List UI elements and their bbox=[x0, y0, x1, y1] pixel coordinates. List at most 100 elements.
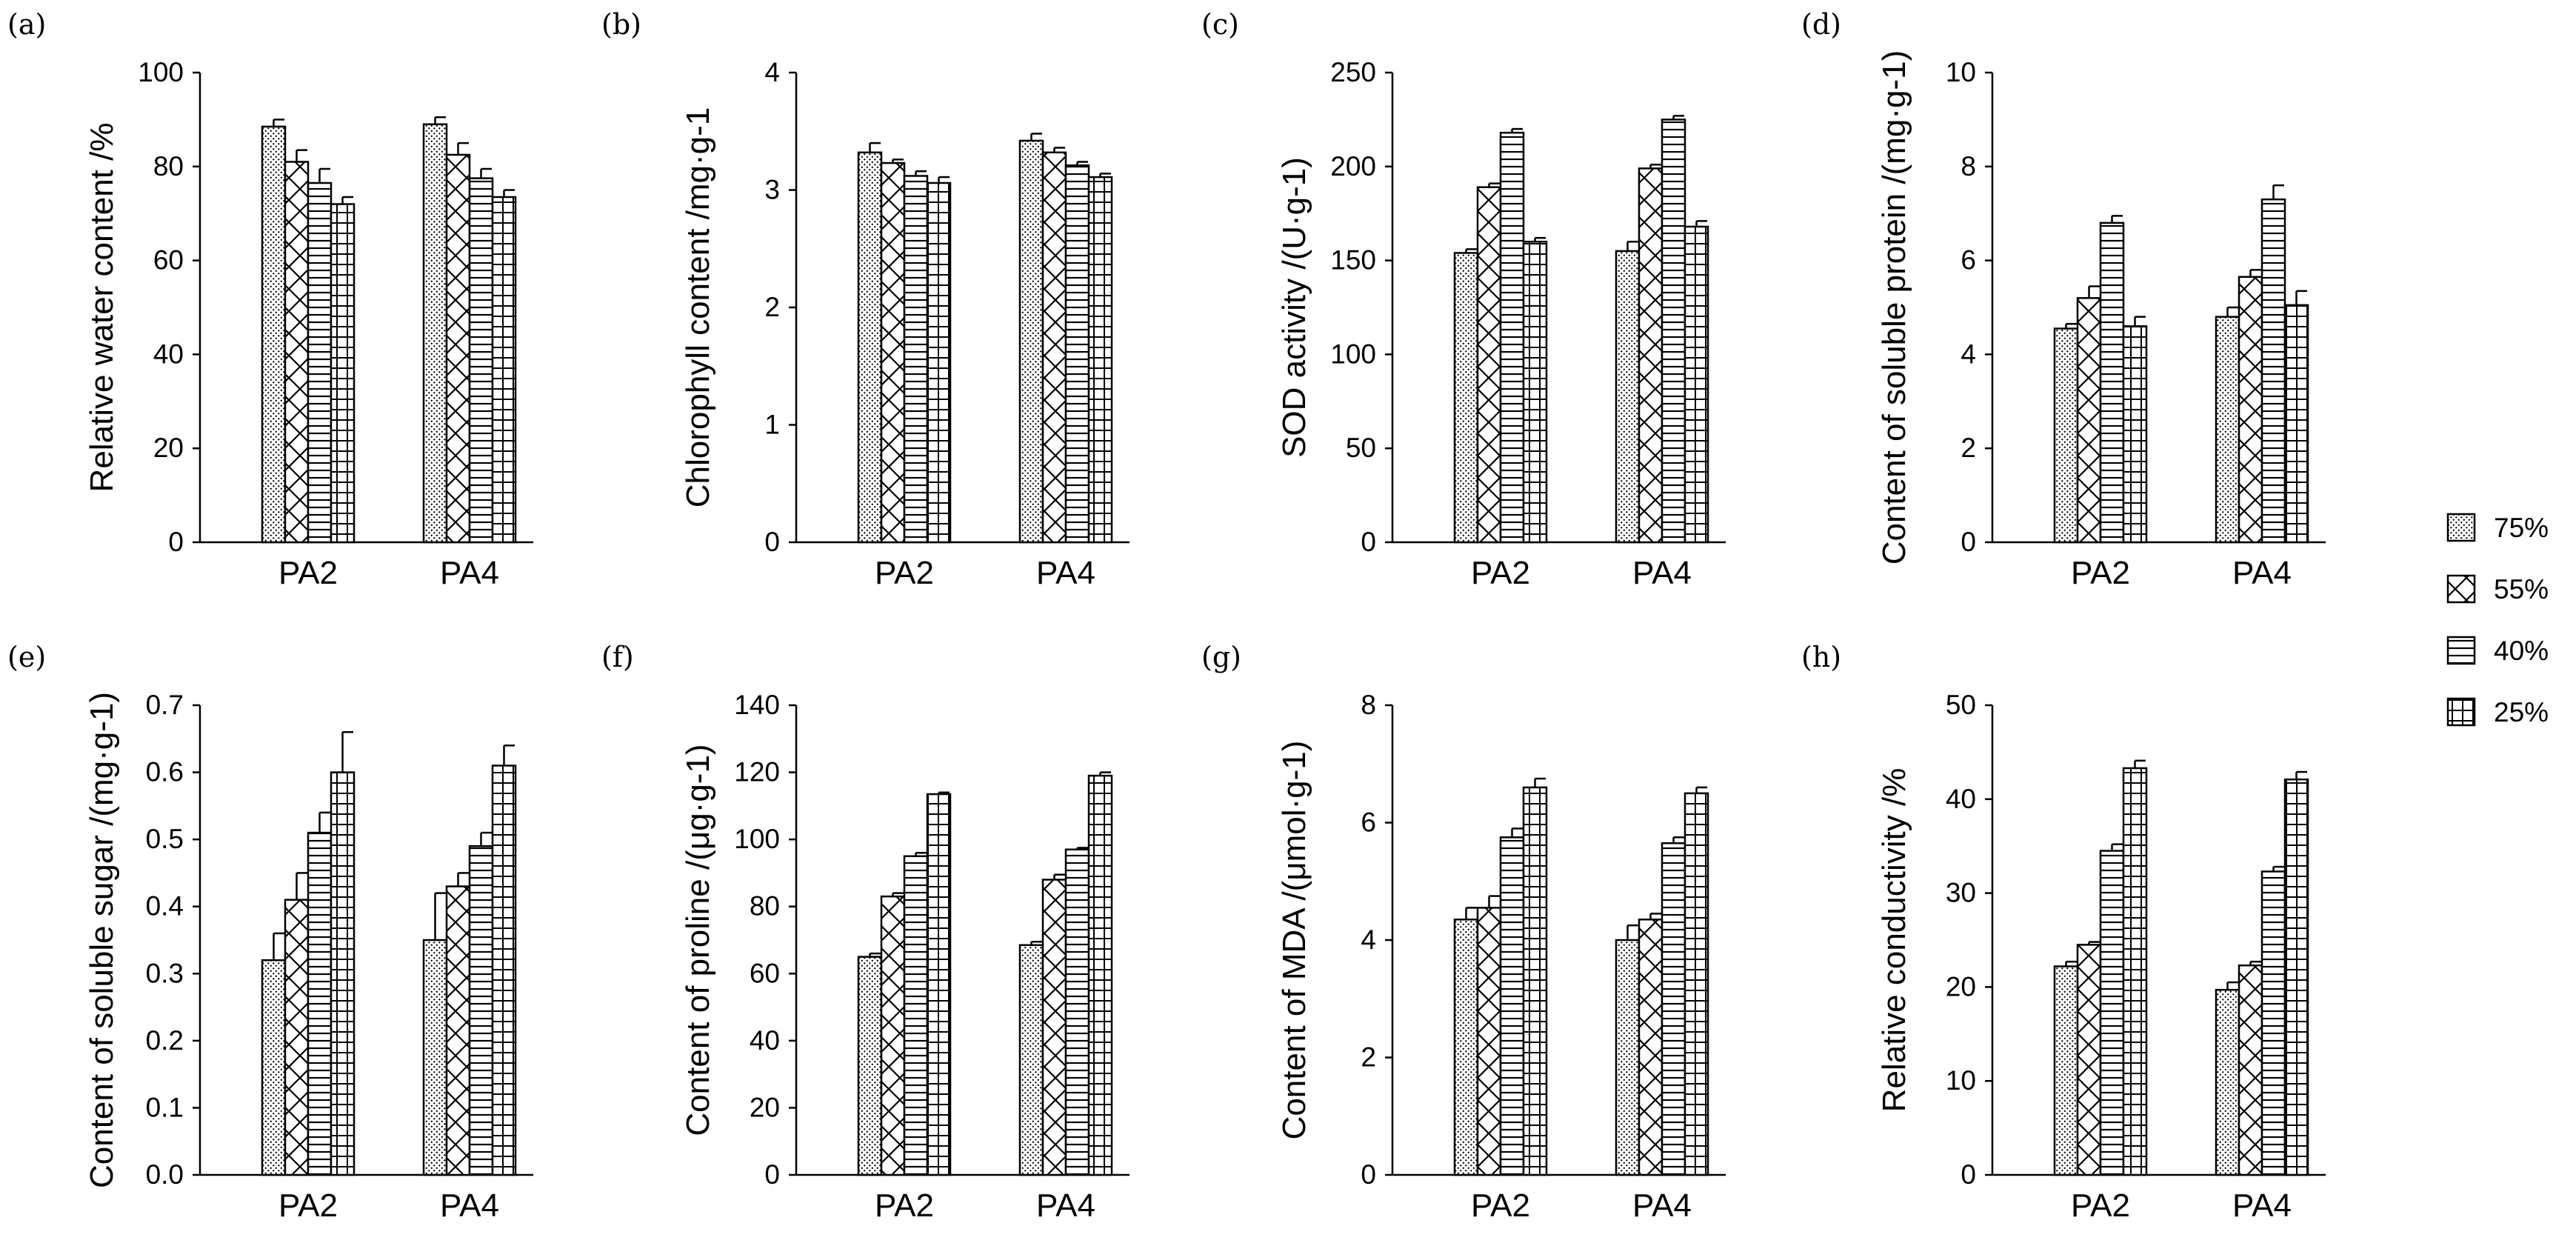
x-category-label: PA2 bbox=[2071, 555, 2130, 591]
chart-panel-d: (d) 0 2 4 6 8 10 Content of soluble protein /(m… bbox=[1801, 8, 2326, 591]
y-tick-label: 80 bbox=[750, 891, 780, 922]
chart-panel-a: (a) 0 20 40 60 80 100 Relative water content /%… bbox=[7, 8, 533, 591]
x-category-label: PA2 bbox=[875, 1187, 934, 1224]
bar-PA2-25% bbox=[926, 181, 952, 544]
bar-PA2-25% bbox=[926, 793, 952, 1176]
y-tick-label: 40 bbox=[1946, 784, 1976, 814]
bar-PA4-40% bbox=[1064, 848, 1090, 1176]
chart-panel-f: (f) 0 20 40 60 80 100 120 140 Content of proline … bbox=[601, 641, 1129, 1224]
bar-PA2-75% bbox=[2053, 327, 2079, 544]
x-category-label: PA4 bbox=[440, 1187, 499, 1224]
bar-PA4-75% bbox=[422, 123, 448, 544]
y-tick-label: 0.1 bbox=[146, 1092, 184, 1122]
y-tick-label: 50 bbox=[1946, 690, 1976, 720]
bar-PA4-25% bbox=[1087, 774, 1113, 1176]
y-tick-label: 200 bbox=[1330, 151, 1376, 181]
bar-PA2-55% bbox=[2076, 944, 2102, 1176]
bar-PA2-75% bbox=[261, 959, 287, 1176]
x-category-label: PA4 bbox=[1036, 1187, 1095, 1224]
bar-PA2-75% bbox=[857, 151, 883, 544]
bar-PA4-25% bbox=[2283, 778, 2309, 1176]
bar-PA2-25% bbox=[2122, 767, 2148, 1176]
bar-PA2-55% bbox=[284, 161, 310, 544]
bar-PA4-55% bbox=[2238, 964, 2263, 1176]
panel-tag: (e) bbox=[7, 641, 46, 673]
x-category-label: PA2 bbox=[1471, 1187, 1530, 1224]
y-tick-label: 150 bbox=[1330, 245, 1376, 276]
bar-PA2-55% bbox=[2076, 297, 2102, 544]
y-tick-label: 20 bbox=[153, 433, 184, 463]
panel-tag: (d) bbox=[1801, 8, 1841, 41]
bar-PA4-75% bbox=[2215, 988, 2240, 1176]
bar-PA4-55% bbox=[445, 153, 471, 544]
legend-swatch bbox=[2446, 636, 2476, 665]
bar-PA2-25% bbox=[330, 203, 356, 544]
chart-legend: 75% 55% 40% 25% bbox=[2446, 513, 2549, 727]
y-tick-label: 0 bbox=[1961, 527, 1976, 557]
bar-PA2-55% bbox=[1476, 186, 1502, 544]
bar-PA2-55% bbox=[880, 895, 906, 1176]
panel-tag: (g) bbox=[1201, 641, 1241, 673]
y-tick-label: 140 bbox=[734, 690, 780, 720]
y-tick-label: 2 bbox=[1361, 1042, 1376, 1073]
bar-PA4-40% bbox=[2260, 198, 2286, 544]
legend-label: 75% bbox=[2494, 513, 2549, 543]
bar-PA2-75% bbox=[1453, 919, 1479, 1176]
panel-tag: (a) bbox=[7, 8, 46, 41]
chart-panel-c: (c) 0 50 100 150 200 250 SOD activity /(U·g-1) P… bbox=[1201, 8, 1726, 591]
panel-tag: (c) bbox=[1201, 8, 1239, 41]
bar-PA4-75% bbox=[1018, 944, 1044, 1176]
x-category-label: PA2 bbox=[278, 1187, 338, 1224]
y-tick-label: 0 bbox=[1361, 527, 1376, 557]
y-tick-label: 120 bbox=[734, 757, 780, 787]
bar-PA2-40% bbox=[903, 175, 929, 544]
y-tick-label: 4 bbox=[1961, 339, 1976, 369]
y-tick-label: 3 bbox=[764, 175, 780, 205]
y-axis-label: Content of MDA /(μmol·g-1) bbox=[1276, 741, 1312, 1140]
bar-PA2-75% bbox=[2053, 965, 2079, 1176]
x-category-label: PA2 bbox=[2071, 1187, 2130, 1224]
bar-PA4-40% bbox=[2260, 870, 2286, 1176]
bar-PA2-75% bbox=[1453, 252, 1479, 544]
y-tick-label: 0.5 bbox=[146, 824, 184, 854]
chart-panel-e: (e) 0.0 0.1 0.2 0.3 0.4 0.5 0.6 0.7 Content of so… bbox=[7, 641, 533, 1224]
y-tick-label: 8 bbox=[1361, 690, 1376, 720]
y-tick-label: 50 bbox=[1346, 433, 1376, 463]
y-tick-label: 40 bbox=[153, 339, 184, 369]
bar-PA4-25% bbox=[1684, 792, 1709, 1176]
legend-swatch bbox=[2446, 574, 2476, 604]
y-tick-label: 6 bbox=[1361, 807, 1376, 838]
bar-PA2-55% bbox=[1476, 907, 1502, 1176]
bar-PA2-55% bbox=[284, 899, 310, 1176]
y-tick-label: 0 bbox=[764, 527, 780, 557]
legend-label: 55% bbox=[2494, 574, 2549, 604]
y-tick-label: 20 bbox=[1946, 971, 1976, 1002]
y-tick-label: 60 bbox=[750, 958, 780, 988]
y-tick-label: 4 bbox=[764, 57, 780, 87]
bar-PA4-25% bbox=[491, 764, 517, 1176]
y-tick-label: 0 bbox=[168, 527, 184, 557]
y-tick-label: 0 bbox=[1361, 1159, 1376, 1190]
panel-tag: (f) bbox=[601, 641, 634, 673]
y-axis-label: Relative water content /% bbox=[84, 123, 120, 493]
bar-PA4-75% bbox=[422, 939, 448, 1176]
y-tick-label: 0.2 bbox=[146, 1025, 184, 1056]
panel-tag: (b) bbox=[601, 8, 641, 41]
bar-PA4-25% bbox=[491, 196, 517, 544]
bar-PA4-40% bbox=[1064, 164, 1090, 544]
y-axis-label: Content of soluble sugar /(mg·g-1) bbox=[84, 692, 120, 1188]
bar-PA2-40% bbox=[307, 181, 333, 544]
y-tick-label: 40 bbox=[750, 1025, 780, 1056]
bar-PA4-40% bbox=[468, 844, 494, 1176]
x-category-label: PA2 bbox=[1471, 555, 1530, 591]
bar-PA2-40% bbox=[1499, 836, 1525, 1176]
y-axis-label: Chlorophyll content /mg·g-1 bbox=[680, 107, 716, 507]
y-tick-label: 2 bbox=[764, 292, 780, 322]
x-category-label: PA4 bbox=[1632, 555, 1692, 591]
y-tick-label: 10 bbox=[1946, 1065, 1976, 1096]
x-category-label: PA4 bbox=[2232, 555, 2292, 591]
bar-PA4-55% bbox=[2238, 276, 2263, 544]
bar-PA4-40% bbox=[1661, 119, 1686, 544]
